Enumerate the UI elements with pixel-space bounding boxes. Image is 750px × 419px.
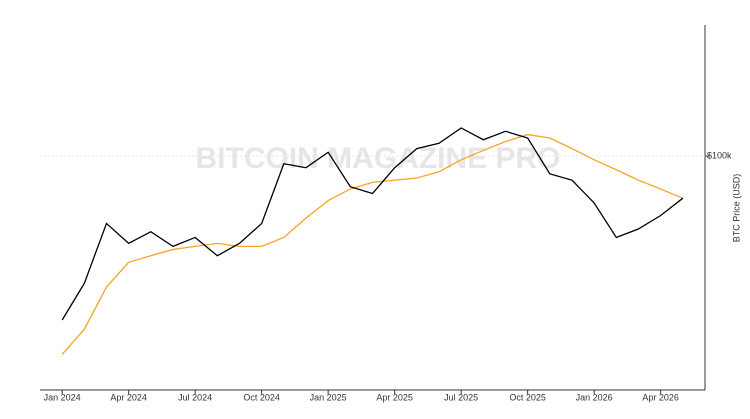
y-axis-title: BTC Price (USD) — [731, 174, 741, 243]
x-tick-label: Apr 2025 — [376, 392, 413, 402]
x-tick-label: Apr 2026 — [642, 392, 679, 402]
x-tick-label: Oct 2024 — [243, 392, 280, 402]
x-tick-label: Jan 2025 — [310, 392, 347, 402]
price-line — [61, 127, 684, 321]
x-tick-label: Jul 2024 — [178, 392, 212, 402]
x-tick-label: Jul 2025 — [444, 392, 478, 402]
y-tick-label: $100k — [707, 150, 732, 160]
x-tick-label: Apr 2024 — [110, 392, 147, 402]
x-tick-label: Jan 2024 — [44, 392, 81, 402]
watermark: BITCOIN MAGAZINE PRO — [196, 142, 561, 175]
price-line — [61, 133, 684, 355]
x-tick-label: Jan 2026 — [576, 392, 613, 402]
x-tick-label: Oct 2025 — [509, 392, 546, 402]
